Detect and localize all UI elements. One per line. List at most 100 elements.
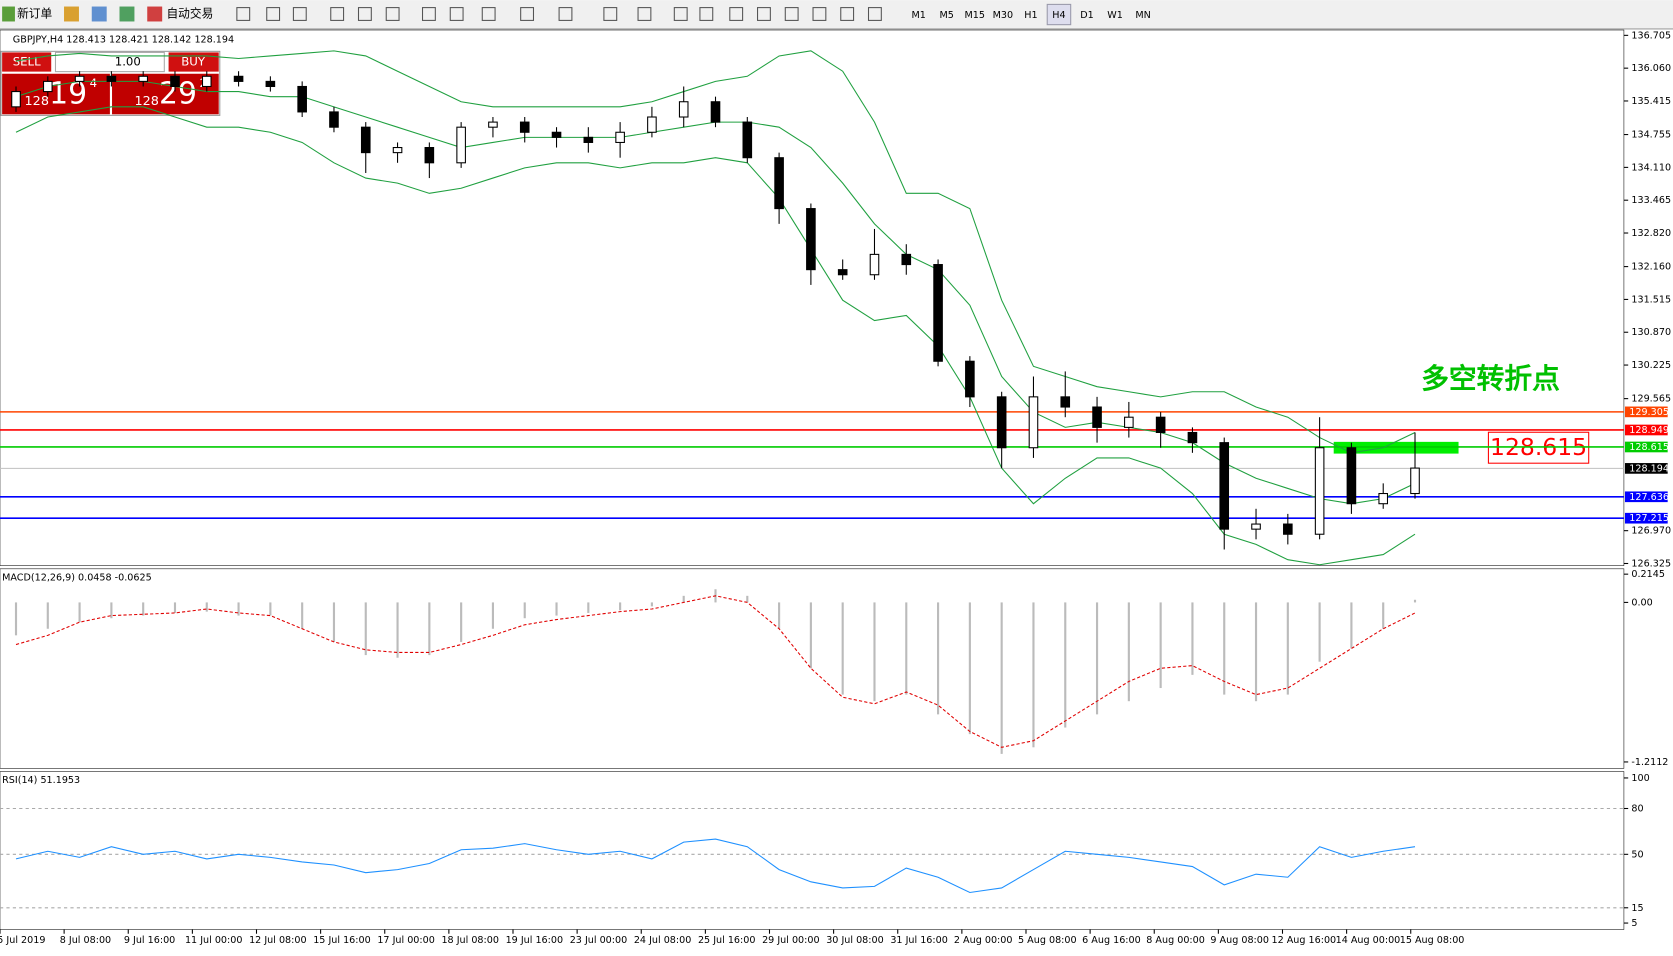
macd-bar: [364, 602, 367, 656]
buy-price-big[interactable]: 128: [134, 94, 158, 109]
y-tick-label: 129.565: [1631, 394, 1671, 405]
tool-icon[interactable]: [64, 6, 79, 22]
tool-icon[interactable]: [699, 7, 714, 21]
auto-trade-icon[interactable]: [147, 6, 163, 22]
sell-price-big[interactable]: 128: [25, 94, 49, 109]
timeframe[interactable]: M30: [993, 10, 1014, 21]
tool-icon[interactable]: [292, 7, 307, 21]
bollinger-upper: [15, 50, 1416, 454]
x-tick-label: 8 Jul 08:00: [60, 935, 111, 946]
tool-icon[interactable]: [357, 7, 372, 21]
x-tick-label: 29 Jul 00:00: [762, 935, 820, 946]
bollinger-lower: [15, 106, 1416, 566]
tool-icon[interactable]: [729, 7, 744, 21]
macd-bar: [269, 602, 272, 616]
tool-icon[interactable]: [520, 7, 535, 21]
tool-icon[interactable]: [867, 7, 882, 21]
auto-trade[interactable]: 自动交易: [166, 7, 213, 21]
candle-body: [933, 264, 943, 362]
lot-input[interactable]: [54, 51, 165, 73]
y-tick-label: 0.00: [1631, 597, 1652, 608]
y-tick-label: -1.2112: [1631, 757, 1668, 768]
new-order-icon[interactable]: [2, 6, 15, 22]
new-order[interactable]: 新订单: [17, 7, 52, 21]
chart-header: GBPJPY,H4 128.413 128.421 128.142 128.19…: [13, 35, 234, 46]
macd-bar: [523, 602, 526, 619]
macd-bar: [778, 602, 781, 629]
candle-body: [742, 121, 753, 159]
macd-bar: [1318, 602, 1321, 662]
candle-body: [488, 121, 498, 128]
timeframe[interactable]: M5: [940, 10, 954, 21]
timeframe[interactable]: D1: [1080, 10, 1094, 21]
timeframe[interactable]: H1: [1024, 10, 1037, 21]
sell-price-main[interactable]: 19: [49, 77, 87, 112]
macd-bar: [1350, 602, 1353, 649]
macd-bar: [173, 602, 177, 613]
macd-bar: [1223, 602, 1226, 695]
timeframe[interactable]: M15: [965, 10, 986, 21]
macd-bar: [110, 602, 113, 619]
tool-icon[interactable]: [385, 7, 400, 21]
sell-label[interactable]: SELL: [13, 55, 41, 69]
tool-icon[interactable]: [603, 7, 618, 21]
y-tick-label: 130.225: [1631, 360, 1671, 371]
tool-icon[interactable]: [784, 7, 799, 21]
macd-bar: [587, 602, 590, 613]
tool-icon[interactable]: [558, 7, 573, 21]
timeframe[interactable]: W1: [1107, 10, 1123, 21]
macd-bar: [46, 602, 49, 629]
y-tick-label: 80: [1631, 803, 1643, 814]
candle-body: [1346, 447, 1357, 505]
current-price-label: 128.194: [1629, 463, 1669, 474]
macd-bar: [1064, 602, 1067, 728]
annotation: 多空转折点: [1421, 362, 1560, 395]
tool-icon[interactable]: [119, 6, 135, 22]
tool-icon[interactable]: [840, 7, 855, 21]
candle-body: [837, 269, 848, 276]
tool-icon[interactable]: [330, 7, 345, 21]
tool-icon[interactable]: [637, 7, 652, 21]
level-label: 127.636: [1629, 492, 1669, 503]
tool-icon[interactable]: [673, 7, 688, 21]
x-tick-label: 12 Aug 16:00: [1271, 935, 1336, 946]
candle-body: [1028, 396, 1039, 449]
sell-price-pip[interactable]: 4: [90, 76, 97, 90]
candle-body: [551, 131, 562, 138]
tool-icon[interactable]: [449, 7, 464, 21]
candle-body: [1314, 447, 1325, 535]
tool-icon[interactable]: [757, 7, 771, 21]
level-label: 127.215: [1629, 513, 1669, 524]
timeframe[interactable]: H4: [1052, 10, 1065, 21]
candle-body: [11, 91, 21, 108]
timeframe[interactable]: MN: [1135, 10, 1150, 21]
buy-label[interactable]: BUY: [181, 55, 206, 69]
tool-icon[interactable]: [236, 7, 251, 21]
tool-icon[interactable]: [421, 7, 436, 21]
candle-body: [1187, 431, 1198, 444]
candle-body: [519, 121, 530, 133]
buy-button[interactable]: [168, 52, 219, 72]
lot-value[interactable]: 1.00: [115, 55, 141, 69]
candle-body: [647, 116, 657, 133]
candle-body: [1283, 523, 1293, 535]
timeframe[interactable]: M1: [911, 10, 925, 21]
macd-bar: [1413, 599, 1417, 603]
buy-price-box[interactable]: [112, 73, 219, 115]
tool-icon[interactable]: [812, 7, 827, 21]
y-tick-label: 132.820: [1631, 228, 1671, 239]
macd-bar: [650, 602, 653, 607]
timeframe-active: [1046, 3, 1072, 26]
x-tick-label: 24 Jul 08:00: [634, 935, 692, 946]
macd-bar: [396, 602, 399, 658]
macd-bar: [841, 602, 844, 695]
tool-icon[interactable]: [91, 6, 107, 22]
candle-body: [138, 75, 148, 82]
y-tick-label: 133.465: [1631, 195, 1671, 206]
tool-icon[interactable]: [266, 7, 281, 21]
tool-icon[interactable]: [481, 7, 496, 21]
macd-bar: [905, 602, 908, 695]
macd-bar: [142, 602, 145, 616]
candle-body: [265, 80, 276, 88]
rsi-line: [15, 838, 1416, 894]
